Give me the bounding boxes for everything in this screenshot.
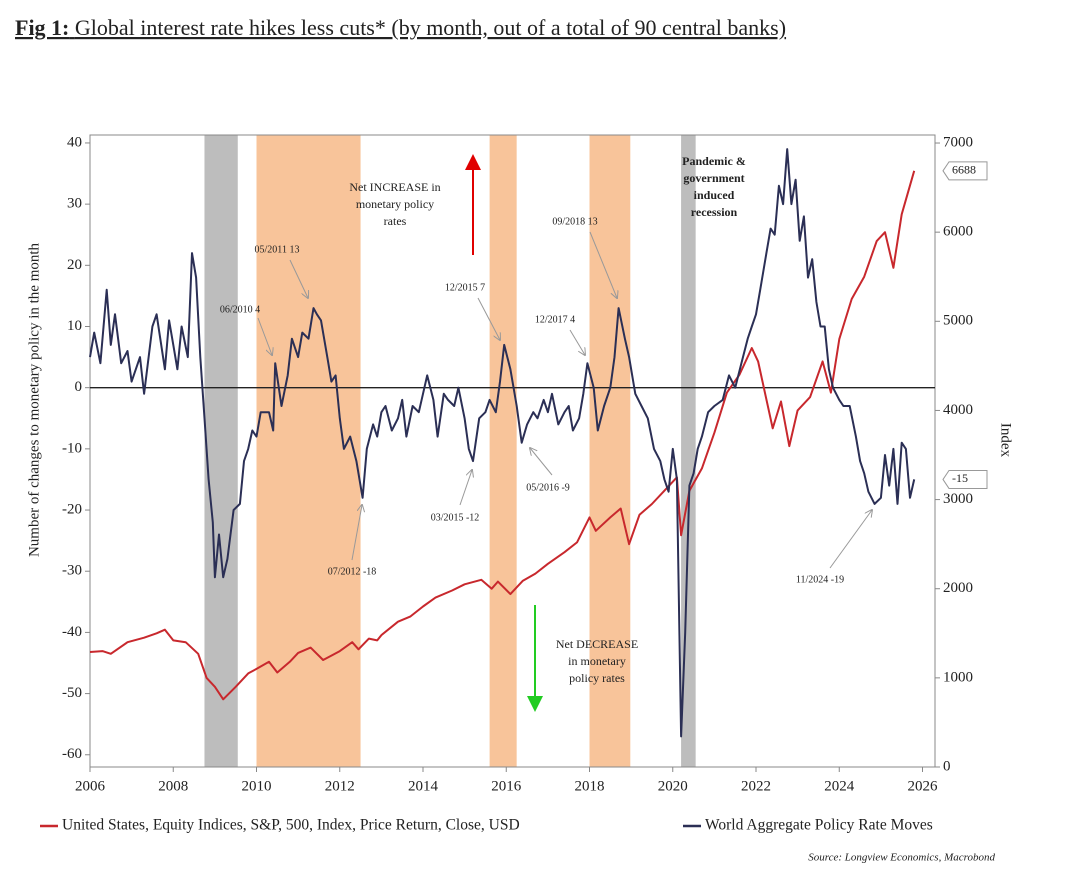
annotation-arrow	[477, 297, 500, 340]
source-note: Source: Longview Economics, Macrobond	[808, 852, 995, 864]
end-tag-box	[942, 469, 988, 489]
annotation-label: 12/2015 7	[445, 282, 485, 293]
series-line	[89, 170, 916, 701]
shaded-region	[681, 135, 696, 767]
plot-frame	[89, 134, 936, 768]
end-tag-label: -15	[952, 471, 968, 485]
x-tick-label: 2010	[242, 778, 272, 794]
title-text: Global interest rate hikes less cuts* (b…	[75, 15, 786, 40]
y-tick-label: 30	[67, 196, 82, 212]
y-tick-label: -40	[62, 624, 82, 640]
annotation-label: 05/2011 13	[255, 244, 300, 255]
x-tick-label: 2020	[658, 778, 688, 794]
x-tick-label: 2014	[408, 778, 439, 794]
y2-tick-label: 1000	[943, 669, 973, 685]
x-tick-label: 2006	[75, 778, 106, 794]
y-tick-label: 40	[67, 134, 82, 150]
note-line: Net DECREASE	[556, 637, 638, 651]
shaded-region	[256, 135, 361, 767]
note-line: monetary policy	[356, 197, 434, 211]
x-tick-label: 2026	[908, 778, 939, 794]
y2-tick-label: 5000	[943, 313, 973, 329]
annotation-arrow	[289, 259, 308, 298]
note-line: rates	[384, 214, 407, 228]
shaded-region	[204, 135, 238, 767]
y-tick-label: -60	[62, 746, 82, 762]
annotation-label: 05/2016 -9	[526, 482, 570, 493]
annotation-arrow	[459, 470, 472, 506]
annotation-arrow	[530, 448, 553, 476]
chart-title: Fig 1: Global interest rate hikes less c…	[15, 15, 786, 40]
note-line: policy rates	[569, 671, 625, 685]
annotation-label: 03/2015 -12	[431, 512, 480, 523]
y-tick-label: -10	[62, 440, 82, 456]
end-tag-label: 6688	[952, 163, 976, 177]
annotation-label: 06/2010 4	[220, 304, 260, 315]
annotation-arrow	[351, 505, 362, 561]
note-line: recession	[691, 205, 738, 219]
y2-tick-label: 2000	[943, 580, 973, 596]
y-tick-label: 20	[67, 257, 82, 273]
legend-label: World Aggregate Policy Rate Moves	[705, 817, 933, 834]
x-tick-label: 2008	[158, 778, 188, 794]
x-tick-label: 2016	[491, 778, 522, 794]
y-tick-label: -30	[62, 563, 82, 579]
y2-tick-label: 0	[943, 758, 951, 774]
shaded-region	[589, 135, 631, 767]
y2-tick-label: 4000	[943, 402, 973, 418]
legend-label: United States, Equity Indices, S&P, 500,…	[62, 817, 520, 834]
note-line: Net INCREASE in	[349, 180, 440, 194]
title-prefix: Fig 1:	[15, 15, 69, 40]
y-tick-label: 0	[75, 379, 83, 395]
annotation-label: 09/2018 13	[552, 216, 597, 227]
annotation-label: 12/2017 4	[535, 314, 575, 325]
x-tick-label: 2018	[575, 778, 605, 794]
y2-tick-label: 6000	[943, 224, 973, 240]
annotation-label: 11/2024 -19	[796, 574, 844, 585]
shaded-region	[489, 135, 517, 767]
series-line	[89, 148, 916, 738]
y2-tick-label: 7000	[943, 134, 973, 150]
annotation-arrow	[257, 317, 272, 355]
x-tick-label: 2022	[741, 778, 771, 794]
note-line: government	[683, 171, 744, 185]
x-tick-label: 2024	[824, 778, 855, 794]
end-tag-box	[942, 161, 988, 181]
annotation-label: 07/2012 -18	[328, 566, 377, 577]
note-line: induced	[694, 188, 735, 202]
annotation-arrow	[829, 510, 872, 569]
note-line: Pandemic &	[682, 154, 746, 168]
y-axis-title: Number of changes to monetary policy in …	[26, 242, 42, 557]
y2-tick-label: 3000	[943, 491, 973, 507]
x-tick-label: 2012	[325, 778, 355, 794]
y-tick-label: -50	[62, 685, 82, 701]
annotation-arrow	[589, 231, 617, 298]
y2-axis-title: Index	[998, 423, 1014, 458]
annotation-arrow	[569, 329, 585, 355]
y-tick-label: -20	[62, 501, 82, 517]
note-line: in monetary	[568, 654, 626, 668]
y-tick-label: 10	[67, 318, 82, 334]
